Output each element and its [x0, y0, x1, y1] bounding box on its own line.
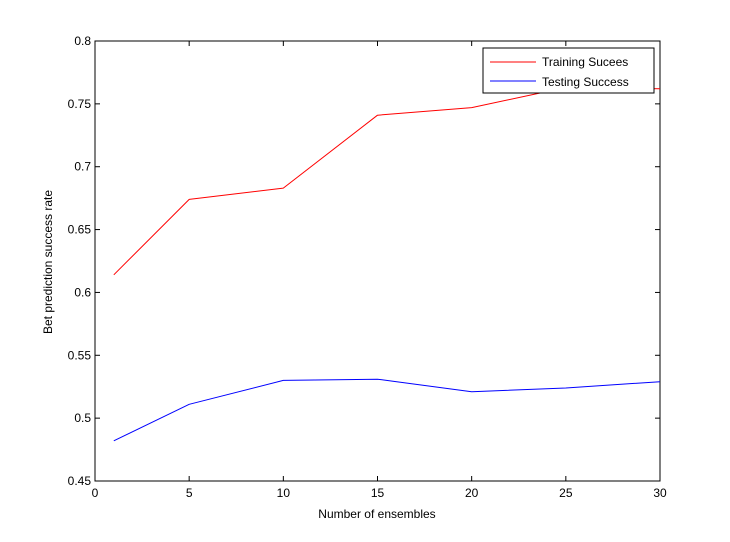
axes-box: [94, 40, 661, 482]
y-tick-label: 0.45: [68, 474, 92, 488]
legend-label-training: Training Sucees: [542, 55, 628, 69]
x-tick-label: 15: [371, 486, 385, 500]
y-tick-label: 0.7: [74, 160, 91, 174]
y-tick-label: 0.55: [68, 348, 92, 362]
x-tick-label: 5: [186, 486, 193, 500]
plot-area: 0 5 10 15 20 25 30 0.450.50.550.60.650.70.750.…: [68, 34, 667, 500]
y-axis-ticks: 0.45 0.5 0.55 0.6 0.65 0.7 0.75 0.8: [68, 34, 660, 488]
x-tick-label: 20: [465, 486, 479, 500]
x-axis-ticks: 0 5 10 15 20 25 30: [92, 41, 667, 500]
x-axis-label: Number of ensembles: [318, 507, 435, 521]
y-tick-label: 0.65: [68, 223, 92, 237]
series-line-testing: [113, 378, 661, 442]
legend-label-testing: Testing Success: [542, 75, 629, 89]
y-tick-label: 0.6: [74, 285, 91, 299]
x-tick-label: 30: [653, 486, 667, 500]
legend: Training Sucees Testing Success: [482, 47, 655, 94]
x-tick-label: 10: [277, 486, 291, 500]
x-tick-label: 0: [92, 486, 99, 500]
y-tick-label: 0.75: [68, 97, 92, 111]
y-axis-label: Bet prediction success rate: [41, 190, 55, 334]
legend-box: [482, 47, 655, 94]
x-tick-label: 25: [559, 486, 573, 500]
y-tick-label: 0.5: [74, 411, 91, 425]
y-tick-label: 0.8: [74, 34, 91, 48]
